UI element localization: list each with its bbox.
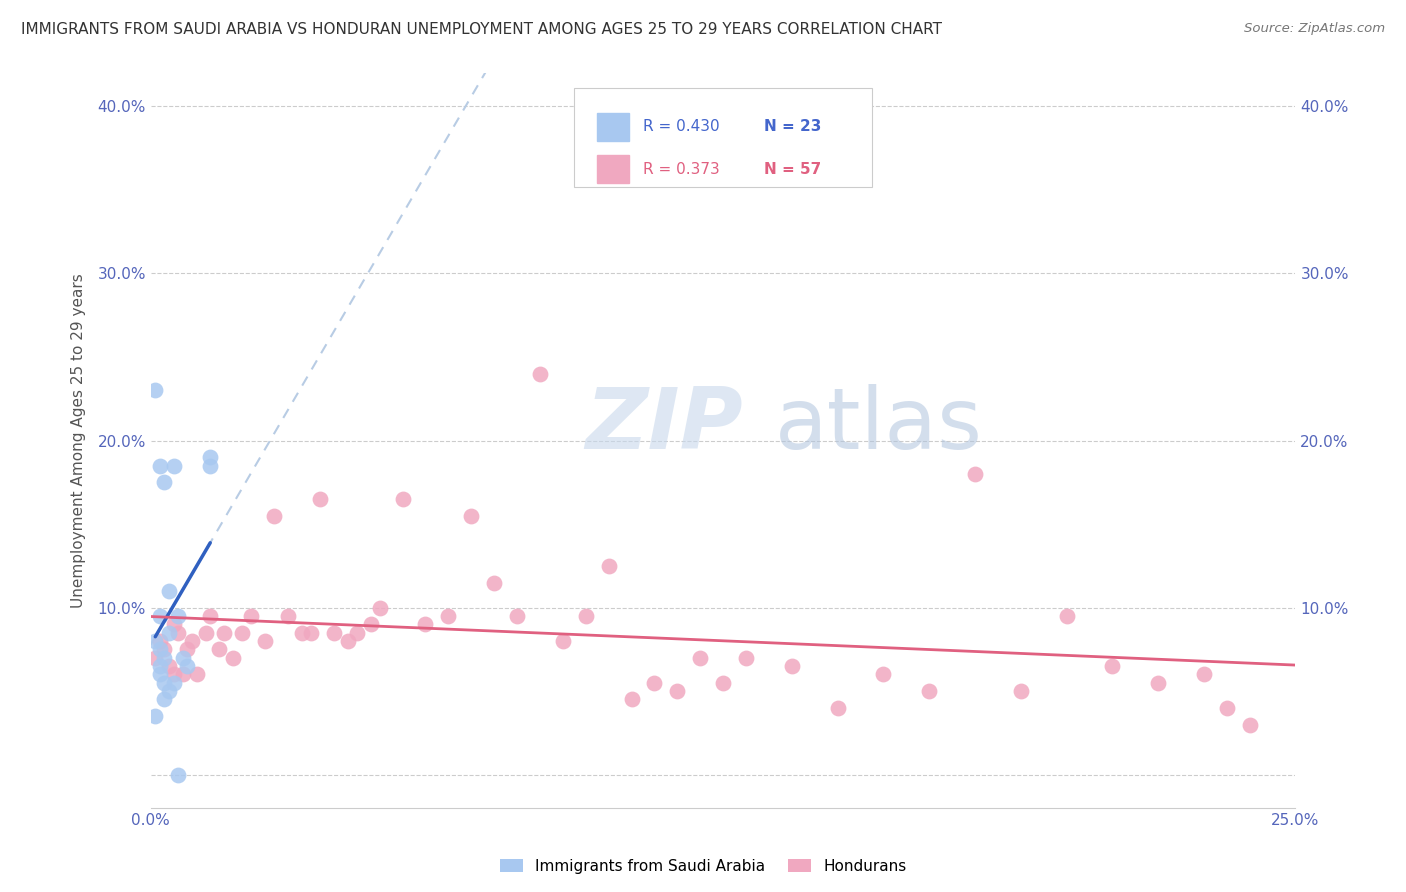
Point	[149, 642, 172, 657]
Point	[143, 634, 166, 648]
Point	[200, 609, 222, 624]
Point	[322, 625, 344, 640]
Point	[153, 692, 176, 706]
Point	[157, 659, 180, 673]
Point	[157, 583, 180, 598]
Point	[575, 609, 598, 624]
Point	[827, 701, 849, 715]
Point	[143, 384, 166, 398]
Point	[172, 667, 194, 681]
Point	[186, 667, 208, 681]
Point	[346, 625, 368, 640]
Point	[172, 650, 194, 665]
Point	[368, 600, 391, 615]
Bar	[598, 112, 630, 141]
Point	[194, 625, 217, 640]
Text: ZIP: ZIP	[586, 384, 744, 467]
Bar	[598, 155, 630, 183]
Text: N = 57: N = 57	[765, 161, 821, 177]
Point	[212, 625, 235, 640]
Point	[200, 450, 222, 465]
Point	[149, 609, 172, 624]
Point	[167, 767, 190, 781]
Point	[391, 491, 413, 506]
Point	[666, 684, 689, 698]
Point	[336, 634, 359, 648]
Point	[872, 667, 894, 681]
Point	[1147, 675, 1170, 690]
Point	[149, 667, 172, 681]
Point	[153, 475, 176, 490]
Point	[437, 609, 460, 624]
Point	[689, 650, 711, 665]
Point	[153, 642, 176, 657]
Point	[167, 609, 190, 624]
Point	[222, 650, 245, 665]
Point	[598, 558, 620, 573]
Point	[1216, 701, 1239, 715]
Point	[176, 642, 198, 657]
Point	[291, 625, 314, 640]
Text: R = 0.430: R = 0.430	[643, 120, 720, 134]
Point	[1010, 684, 1032, 698]
Point	[1192, 667, 1215, 681]
Point	[162, 458, 184, 473]
Point	[231, 625, 253, 640]
Point	[143, 709, 166, 723]
Point	[181, 634, 204, 648]
Point	[176, 659, 198, 673]
Point	[162, 667, 184, 681]
Point	[254, 634, 277, 648]
Point	[263, 508, 285, 523]
Point	[735, 650, 758, 665]
Text: Source: ZipAtlas.com: Source: ZipAtlas.com	[1244, 22, 1385, 36]
Point	[1056, 609, 1078, 624]
Text: IMMIGRANTS FROM SAUDI ARABIA VS HONDURAN UNEMPLOYMENT AMONG AGES 25 TO 29 YEARS : IMMIGRANTS FROM SAUDI ARABIA VS HONDURAN…	[21, 22, 942, 37]
Point	[153, 675, 176, 690]
Point	[157, 684, 180, 698]
Point	[208, 642, 231, 657]
Legend: Immigrants from Saudi Arabia, Hondurans: Immigrants from Saudi Arabia, Hondurans	[494, 853, 912, 880]
Y-axis label: Unemployment Among Ages 25 to 29 years: Unemployment Among Ages 25 to 29 years	[72, 273, 86, 608]
Point	[200, 458, 222, 473]
Point	[153, 650, 176, 665]
Point	[277, 609, 299, 624]
Point	[157, 625, 180, 640]
Point	[620, 692, 643, 706]
Text: N = 23: N = 23	[765, 120, 821, 134]
Point	[1101, 659, 1123, 673]
Point	[149, 659, 172, 673]
Point	[780, 659, 803, 673]
Point	[506, 609, 529, 624]
Point	[415, 617, 437, 632]
Point	[460, 508, 482, 523]
Point	[963, 467, 986, 481]
Point	[299, 625, 322, 640]
Point	[143, 650, 166, 665]
Point	[551, 634, 574, 648]
Point	[240, 609, 263, 624]
Point	[918, 684, 941, 698]
Point	[167, 625, 190, 640]
Text: R = 0.373: R = 0.373	[643, 161, 720, 177]
Point	[162, 617, 184, 632]
Point	[1239, 717, 1261, 731]
Point	[711, 675, 734, 690]
Point	[482, 575, 505, 590]
Point	[309, 491, 332, 506]
Point	[529, 367, 551, 381]
Point	[149, 634, 172, 648]
Point	[360, 617, 382, 632]
FancyBboxPatch shape	[574, 87, 872, 187]
Point	[643, 675, 665, 690]
Point	[162, 675, 184, 690]
Text: atlas: atlas	[775, 384, 983, 467]
Point	[149, 458, 172, 473]
